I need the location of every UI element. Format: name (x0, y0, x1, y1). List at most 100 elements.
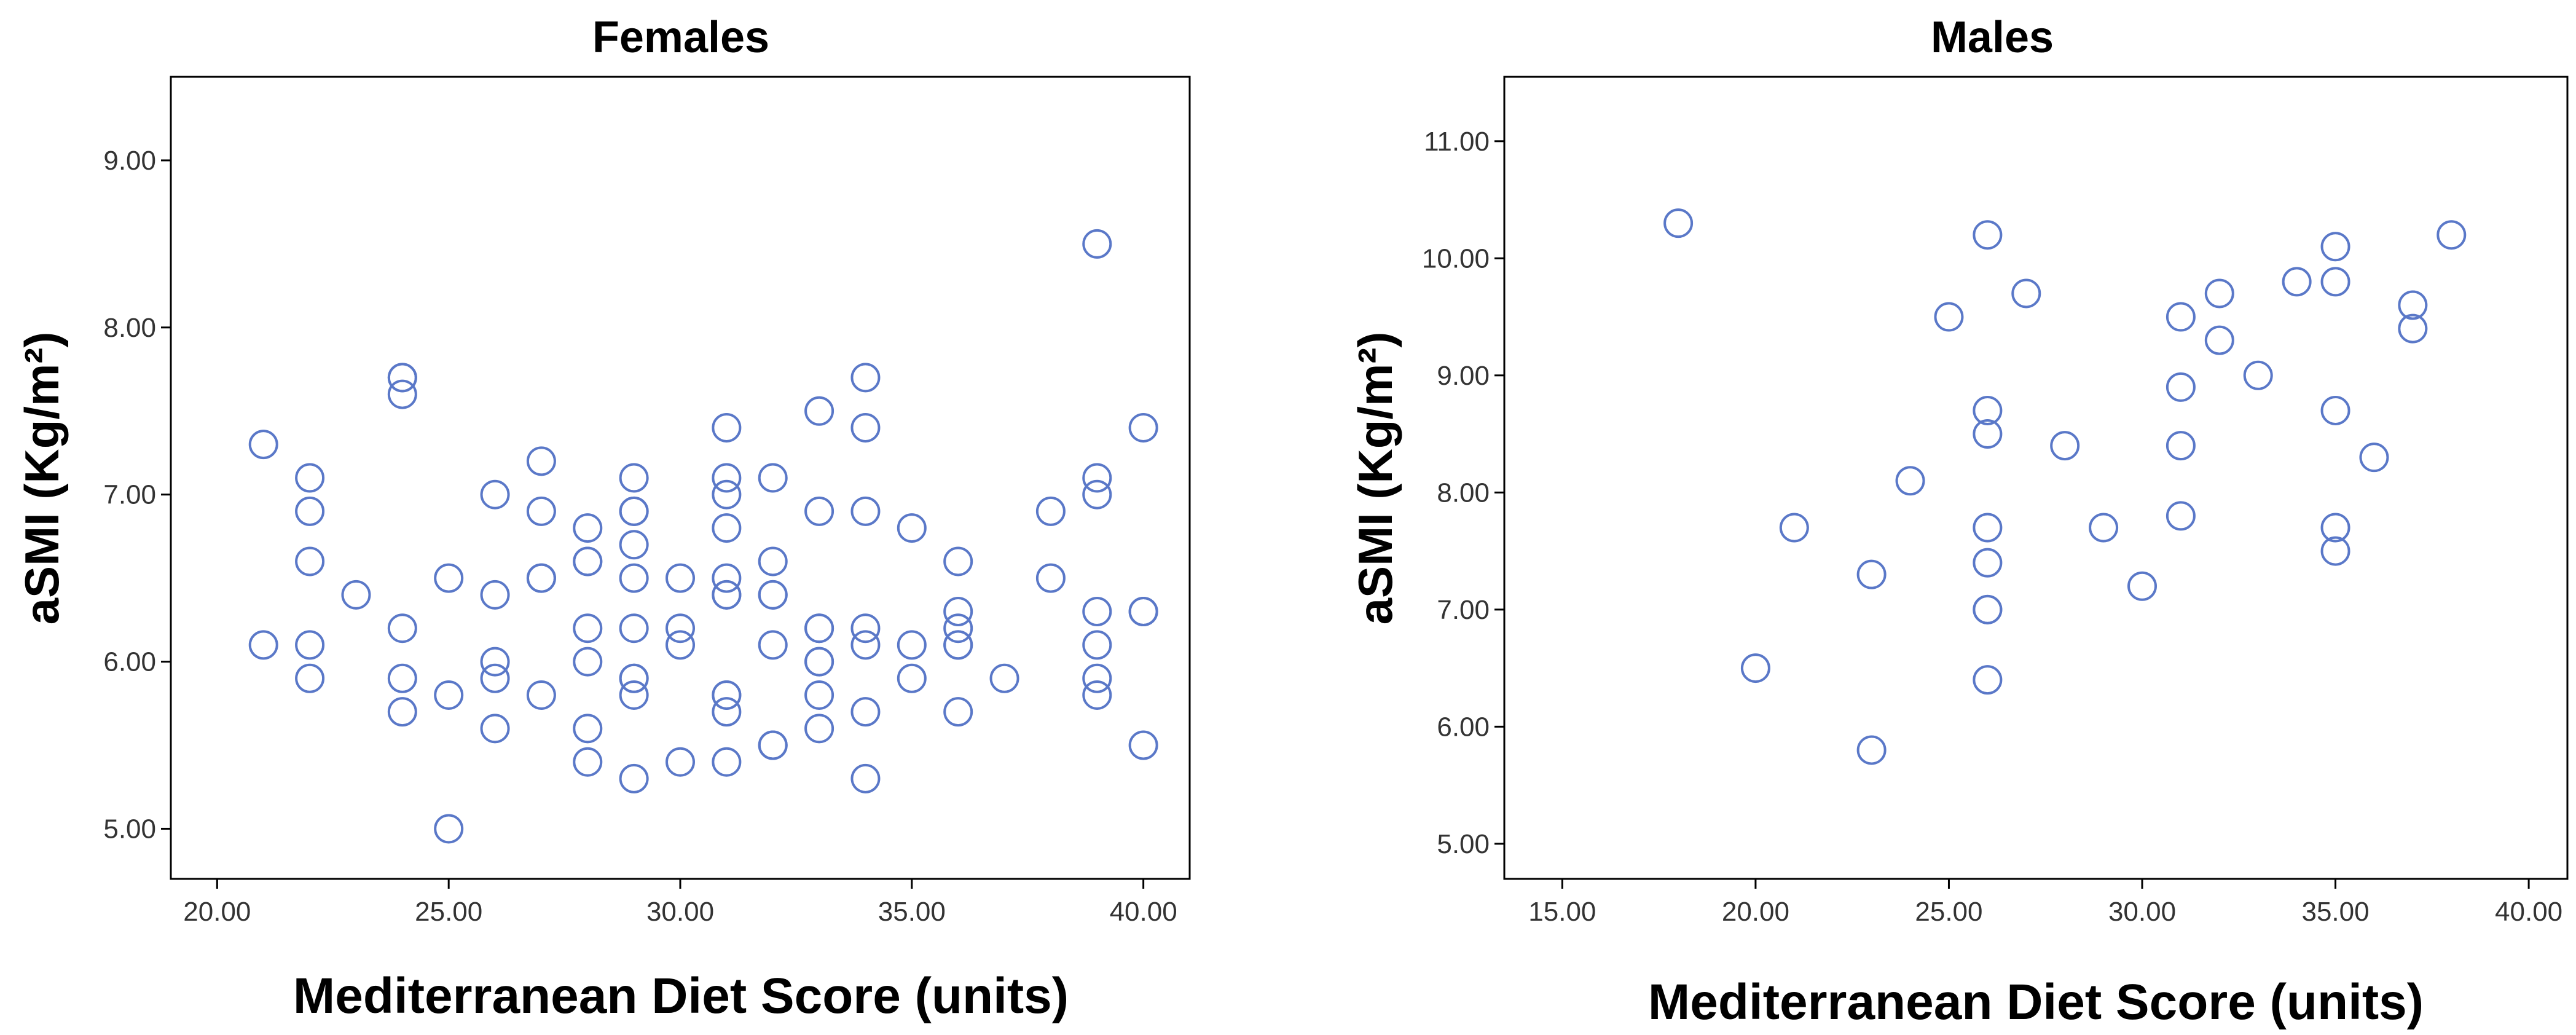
females-data-point (619, 530, 649, 560)
females-data-point (526, 680, 556, 710)
females-data-point (1082, 479, 1112, 510)
females-data-point (1035, 563, 1066, 593)
females-data-point (804, 647, 834, 677)
females-panel: Females 20.00 25.00 30.00 35.00 40.00 5.00 6.0… (15, 13, 1191, 1024)
females-data-point (897, 630, 927, 660)
females-data-point (295, 496, 325, 526)
males-data-point (2166, 372, 2196, 402)
males-y-tick-label: 11.00 (1424, 127, 1490, 157)
females-data-point (387, 363, 417, 393)
females-x-tick-label: 35.00 (878, 897, 946, 927)
males-data-point (2050, 431, 2080, 461)
females-data-point (480, 479, 510, 510)
females-data-point (850, 613, 881, 643)
females-x-tick-label: 20.00 (183, 897, 251, 927)
males-y-tick-label: 8.00 (1437, 478, 1490, 508)
females-data-point (712, 412, 742, 443)
females-data-point (1082, 630, 1112, 660)
females-data-point (804, 396, 834, 426)
females-data-point (943, 630, 973, 660)
males-data-point (2320, 232, 2350, 262)
females-data-point (943, 546, 973, 577)
males-x-tick-label: 15.00 (1528, 897, 1596, 927)
males-data-point (2320, 513, 2350, 543)
females-data-point (804, 680, 834, 710)
males-y-tick-label: 5.00 (1437, 829, 1490, 859)
females-y-tick-label: 6.00 (103, 647, 156, 677)
males-y-tick-label: 10.00 (1422, 243, 1490, 274)
females-data-point (619, 663, 649, 693)
females-data-point (1128, 412, 1158, 443)
males-data-point (2243, 360, 2273, 390)
females-x-axis-label: Mediterranean Diet Score (units) (293, 968, 1069, 1024)
females-data-point (850, 630, 881, 660)
females-y-tick-label: 9.00 (103, 146, 156, 176)
females-data-point (712, 580, 742, 610)
males-x-axis-label: Mediterranean Diet Score (units) (1648, 974, 2424, 1030)
males-data-point (2011, 278, 2041, 309)
females-y-tick-label: 8.00 (103, 313, 156, 343)
females-data-point (850, 697, 881, 727)
males-data-points (1663, 208, 2467, 765)
males-x-tick-label: 40.00 (2495, 897, 2562, 927)
females-data-point (943, 613, 973, 643)
females-data-point (1082, 463, 1112, 493)
females-chart-title: Females (592, 13, 769, 62)
females-y-axis-label: aSMI (Kg/m²) (15, 332, 69, 625)
males-plot-frame (1503, 76, 2569, 880)
females-data-point (1082, 680, 1112, 710)
females-data-point (989, 663, 1019, 693)
females-data-point (712, 479, 742, 510)
females-data-point (434, 814, 464, 844)
males-data-point (2127, 571, 2157, 601)
females-axis-ticks: 20.00 25.00 30.00 35.00 40.00 5.00 6.00 7.00 8.0… (103, 146, 1177, 927)
males-data-point (2166, 501, 2196, 531)
females-x-tick-label: 40.00 (1110, 897, 1177, 927)
males-data-point (1973, 548, 2003, 578)
males-data-point (1856, 735, 1887, 765)
males-y-tick-label: 6.00 (1437, 712, 1490, 742)
females-data-point (712, 697, 742, 727)
males-data-point (2437, 220, 2467, 250)
males-data-point (1895, 466, 1925, 496)
males-data-point (1934, 302, 1964, 332)
females-data-point (1082, 229, 1112, 259)
males-axis-ticks: 15.00 20.00 25.00 30.00 35.00 40.00 5.00 6.00 7.… (1422, 127, 2562, 927)
females-data-point (943, 697, 973, 727)
females-data-point (295, 663, 325, 693)
females-data-point (619, 496, 649, 526)
females-data-point (619, 563, 649, 593)
males-y-axis-label: aSMI (Kg/m²) (1348, 332, 1402, 625)
females-data-point (480, 647, 510, 677)
males-data-point (2089, 513, 2119, 543)
females-data-point (619, 613, 649, 643)
females-data-point (804, 613, 834, 643)
females-data-point (666, 630, 695, 660)
females-data-point (804, 714, 834, 744)
females-data-point (666, 747, 695, 777)
males-data-point (2282, 267, 2312, 297)
females-data-point (480, 663, 510, 693)
females-data-point (573, 647, 603, 677)
females-data-point (387, 697, 417, 727)
females-data-point (387, 379, 417, 409)
females-data-point (248, 630, 278, 660)
males-x-tick-label: 20.00 (1722, 897, 1789, 927)
males-data-point (2398, 290, 2428, 320)
females-data-point (758, 580, 788, 610)
females-data-point (526, 446, 556, 476)
females-data-point (1128, 730, 1158, 760)
males-data-point (2320, 267, 2350, 297)
females-data-point (573, 513, 603, 543)
males-data-point (2204, 325, 2234, 355)
females-data-point (712, 747, 742, 777)
females-data-point (295, 630, 325, 660)
females-data-point (1128, 597, 1158, 626)
females-data-point (758, 546, 788, 577)
females-data-point (526, 496, 556, 526)
males-data-point (2166, 302, 2196, 332)
females-data-point (295, 546, 325, 577)
males-data-point (1973, 665, 2003, 695)
females-data-point (850, 412, 881, 443)
